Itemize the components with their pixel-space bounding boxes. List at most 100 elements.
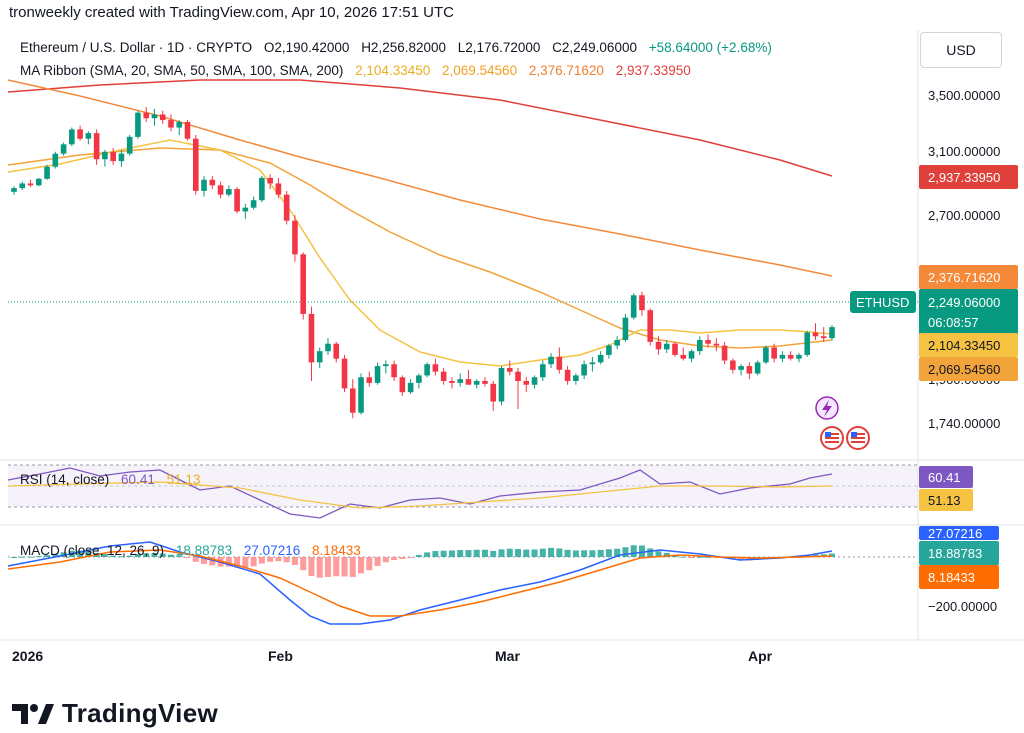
candle-body[interactable] [308,313,315,363]
candle-body[interactable] [52,153,59,167]
candle-body[interactable] [300,254,306,314]
candle-body[interactable] [705,340,711,344]
candle-body[interactable] [143,112,150,119]
candle-body[interactable] [135,112,141,137]
candle-body[interactable] [267,177,273,184]
candle-body[interactable] [44,166,50,179]
candle-body[interactable] [523,381,530,385]
candle-body[interactable] [102,151,108,160]
candle-body[interactable] [11,188,17,192]
candle-body[interactable] [192,138,199,191]
candle-body[interactable] [498,367,505,402]
candle-body[interactable] [226,189,232,195]
candle-body[interactable] [126,136,133,154]
candle-body[interactable] [77,129,83,139]
candle-body[interactable] [85,133,92,139]
candle-body[interactable] [672,343,678,355]
candle-body[interactable] [275,183,282,195]
symbol-title[interactable]: Ethereum / U.S. Dollar · 1D · CRYPTO [20,40,253,55]
candle-body[interactable] [283,194,290,221]
candle-body[interactable] [416,375,422,383]
candle-body[interactable] [333,343,340,359]
candle-body[interactable] [35,178,42,186]
tradingview-brand[interactable]: TradingView [12,698,218,729]
candle-body[interactable] [316,351,323,363]
candle-body[interactable] [787,354,794,359]
candle-body[interactable] [829,327,835,339]
candle-body[interactable] [730,360,736,370]
candle-body[interactable] [151,114,158,119]
candle-body[interactable] [804,332,811,355]
candle-body[interactable] [440,371,447,381]
candle-body[interactable] [630,295,637,318]
candle-body[interactable] [721,345,728,361]
candle-body[interactable] [688,351,695,359]
candle-body[interactable] [573,375,579,381]
candle-body[interactable] [424,364,430,376]
candle-body[interactable] [713,343,720,346]
rsi-ma-line[interactable] [7,481,833,509]
candle-body[interactable] [358,377,364,413]
ma-ribbon-label[interactable]: MA Ribbon (SMA, 20, SMA, 50, SMA, 100, S… [20,63,344,78]
candle-body[interactable] [209,179,216,186]
candle-body[interactable] [639,295,645,311]
candle-body[interactable] [110,151,116,162]
candle-body[interactable] [597,354,604,363]
candle-body[interactable] [754,362,761,374]
candle-body[interactable] [589,362,596,365]
candle-body[interactable] [457,379,463,383]
candle-body[interactable] [325,343,331,352]
candle-body[interactable] [118,153,125,162]
rsi-label[interactable]: RSI (14, close) [20,472,110,487]
us-flag-event-icon[interactable] [820,426,844,450]
us-flag-event-icon-2[interactable] [846,426,870,450]
lightning-event-icon[interactable] [815,396,839,420]
rsi-legend[interactable]: RSI (14, close) 60.41 51.13 [20,472,200,487]
candle-body[interactable] [548,356,554,365]
candle-body[interactable] [796,354,802,359]
currency-button[interactable]: USD [920,32,1002,68]
candle-body[interactable] [69,129,75,145]
candle-body[interactable] [564,369,571,381]
candle-body[interactable] [647,310,654,342]
candle-body[interactable] [820,336,827,339]
candle-body[interactable] [515,371,521,381]
candle-body[interactable] [176,121,183,128]
candle-body[interactable] [465,379,472,385]
candle-body[interactable] [201,179,207,191]
macd-signal-line[interactable] [7,549,833,617]
candle-body[interactable] [242,207,249,212]
candle-body[interactable] [60,144,67,154]
macd-label[interactable]: MACD (close, 12, 26, 9) [20,543,165,558]
candle-body[interactable] [738,366,744,370]
candle-body[interactable] [349,388,356,413]
candle-body[interactable] [812,332,819,337]
candle-body[interactable] [399,377,406,393]
candle-body[interactable] [531,377,538,385]
candle-body[interactable] [779,354,786,359]
candle-body[interactable] [556,356,563,370]
candle-body[interactable] [490,383,497,402]
candle-body[interactable] [696,340,703,352]
candle-body[interactable] [449,381,455,383]
macd-histogram[interactable] [11,545,835,578]
ma20-line[interactable] [7,139,833,367]
candle-body[interactable] [168,120,174,128]
candle-body[interactable] [473,381,480,385]
candle-body[interactable] [383,364,389,367]
candle-body[interactable] [581,364,587,376]
symbol-legend[interactable]: Ethereum / U.S. Dollar · 1D · CRYPTO O2,… [20,40,772,55]
candle-body[interactable] [614,340,620,346]
candlestick-series[interactable] [11,107,835,419]
candle-body[interactable] [341,358,348,389]
macd-legend[interactable]: MACD (close, 12, 26, 9) 18.88783 27.0721… [20,543,361,558]
candle-body[interactable] [250,200,257,208]
candle-body[interactable] [763,347,769,363]
candle-body[interactable] [159,114,166,121]
candle-body[interactable] [292,220,298,255]
candle-body[interactable] [746,366,753,374]
candle-body[interactable] [606,345,612,355]
ma50-line[interactable] [7,147,833,349]
candle-body[interactable] [19,183,26,189]
